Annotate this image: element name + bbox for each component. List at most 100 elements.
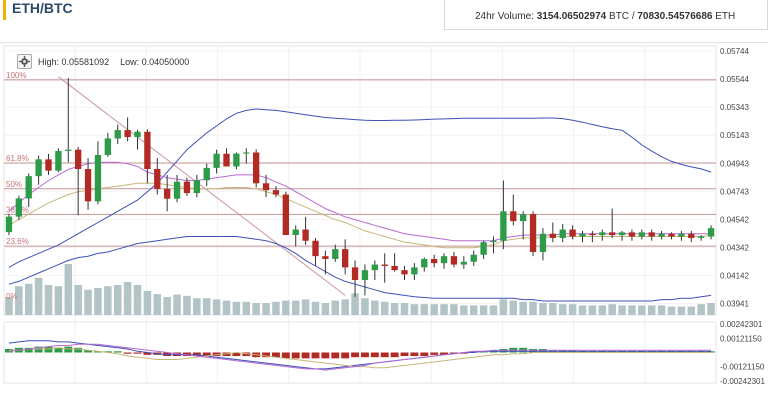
candle-up xyxy=(470,254,477,262)
volume-bar xyxy=(272,301,280,315)
macd-third-line xyxy=(8,343,712,371)
candle-up xyxy=(460,261,467,265)
candle-down xyxy=(401,270,408,275)
macd-hist-down xyxy=(212,352,221,357)
volume-bar xyxy=(390,303,399,315)
macd-hist-up xyxy=(84,350,93,353)
low-label: Low: xyxy=(120,57,140,67)
volume-bar xyxy=(549,303,557,315)
macd-hist-up xyxy=(588,351,597,353)
candle-up xyxy=(233,153,240,167)
volume-bar xyxy=(361,298,369,315)
chart-header: ETH/BTC 24hr Volume: 3154.06502974 BTC /… xyxy=(0,0,768,36)
volume-bar xyxy=(400,303,409,315)
volume-bar xyxy=(509,300,518,315)
candle-down xyxy=(431,258,438,264)
macd-hist-up xyxy=(529,348,538,353)
macd-hist-up xyxy=(103,351,112,353)
ma-upper-band-line xyxy=(8,108,712,268)
price-tick-label: 0.04342 xyxy=(720,243,749,252)
settings-gear-icon[interactable] xyxy=(17,54,32,69)
volume-bar xyxy=(420,304,429,315)
macd-tick-label: -0.00121150 xyxy=(720,363,765,372)
macd-hist-up xyxy=(24,347,33,353)
candle-down xyxy=(688,233,695,238)
volume-bar xyxy=(113,285,122,315)
macd-hist-down xyxy=(420,352,429,357)
volume-bar xyxy=(351,293,359,315)
volume-bar xyxy=(371,300,379,315)
volume-bar xyxy=(163,297,171,315)
macd-hist-down xyxy=(133,352,142,354)
volume-bar xyxy=(657,305,666,315)
candle-up xyxy=(104,138,111,156)
volume-eth-value: 70830.54576686 xyxy=(637,11,713,22)
fib-level-label: 61.8% xyxy=(6,154,29,163)
volume-bar xyxy=(321,303,330,315)
macd-hist-up xyxy=(627,351,636,353)
candle-up xyxy=(25,176,32,199)
candle-down xyxy=(450,256,458,265)
macd-hist-down xyxy=(430,352,439,355)
candle-down xyxy=(253,152,260,184)
candle-up xyxy=(698,236,705,238)
macd-hist-down xyxy=(390,352,399,358)
volume-eth-unit: ETH xyxy=(715,11,736,22)
macd-hist-down xyxy=(449,352,458,354)
volume-bar xyxy=(450,304,458,315)
candle-up xyxy=(35,159,42,177)
volume-bar xyxy=(262,303,270,315)
volume-bar xyxy=(143,291,152,315)
volume-bar xyxy=(341,299,349,315)
macd-hist-up xyxy=(608,351,617,353)
volume-bar xyxy=(193,298,201,315)
macd-hist-down xyxy=(222,352,231,357)
macd-hist-up xyxy=(707,351,716,353)
candle-down xyxy=(282,194,289,236)
volume-bar xyxy=(202,298,211,315)
candle-up xyxy=(579,233,586,237)
candle-up xyxy=(559,229,566,238)
macd-hist-down xyxy=(202,352,211,357)
candle-down xyxy=(549,233,556,238)
trendline xyxy=(58,76,346,296)
candle-up xyxy=(292,229,299,236)
price-tick-label: 0.04743 xyxy=(720,187,749,196)
pair-accent-bar xyxy=(3,0,6,20)
price-tick-label: 0.05744 xyxy=(720,47,749,56)
high-low-readout: High: 0.05581092 Low: 0.04050000 xyxy=(38,57,189,67)
candle-down xyxy=(45,159,52,171)
candle-up xyxy=(361,270,369,280)
macd-hist-down xyxy=(281,352,290,359)
ma-tan-line xyxy=(8,182,712,249)
candle-up xyxy=(421,258,428,268)
macd-hist-down xyxy=(192,352,201,357)
fib-level-label: 50% xyxy=(6,180,22,189)
macd-tick-label: -0.00242301 xyxy=(720,377,765,386)
macd-hist-down xyxy=(123,352,132,354)
volume-bar xyxy=(618,305,626,315)
macd-hist-up xyxy=(647,351,656,353)
chart-frame: 100%61.8%50%38.2%23.6%0% 0.057440.055440… xyxy=(0,42,768,401)
macd-hist-up xyxy=(538,348,547,353)
candle-down xyxy=(609,232,616,236)
volume-bar xyxy=(519,301,527,315)
price-chart[interactable]: 100%61.8%50%38.2%23.6%0% 0.057440.055440… xyxy=(0,43,768,401)
macd-hist-up xyxy=(618,351,627,353)
volume-bar xyxy=(24,283,33,315)
candle-down xyxy=(342,249,349,268)
volume-btc-unit: BTC xyxy=(609,11,630,22)
volume-bar xyxy=(489,305,498,315)
candle-up xyxy=(371,264,378,271)
candle-down xyxy=(183,181,191,194)
candle-up xyxy=(15,198,22,217)
volume-bar xyxy=(183,295,191,315)
macd-hist-up xyxy=(113,351,122,353)
macd-hist-up xyxy=(479,351,488,353)
volume-bar xyxy=(598,305,607,315)
macd-hist-down xyxy=(173,352,182,357)
candle-down xyxy=(302,229,309,241)
volume-bar xyxy=(5,297,13,315)
candle-up xyxy=(411,267,418,275)
volume-bar xyxy=(222,300,231,315)
